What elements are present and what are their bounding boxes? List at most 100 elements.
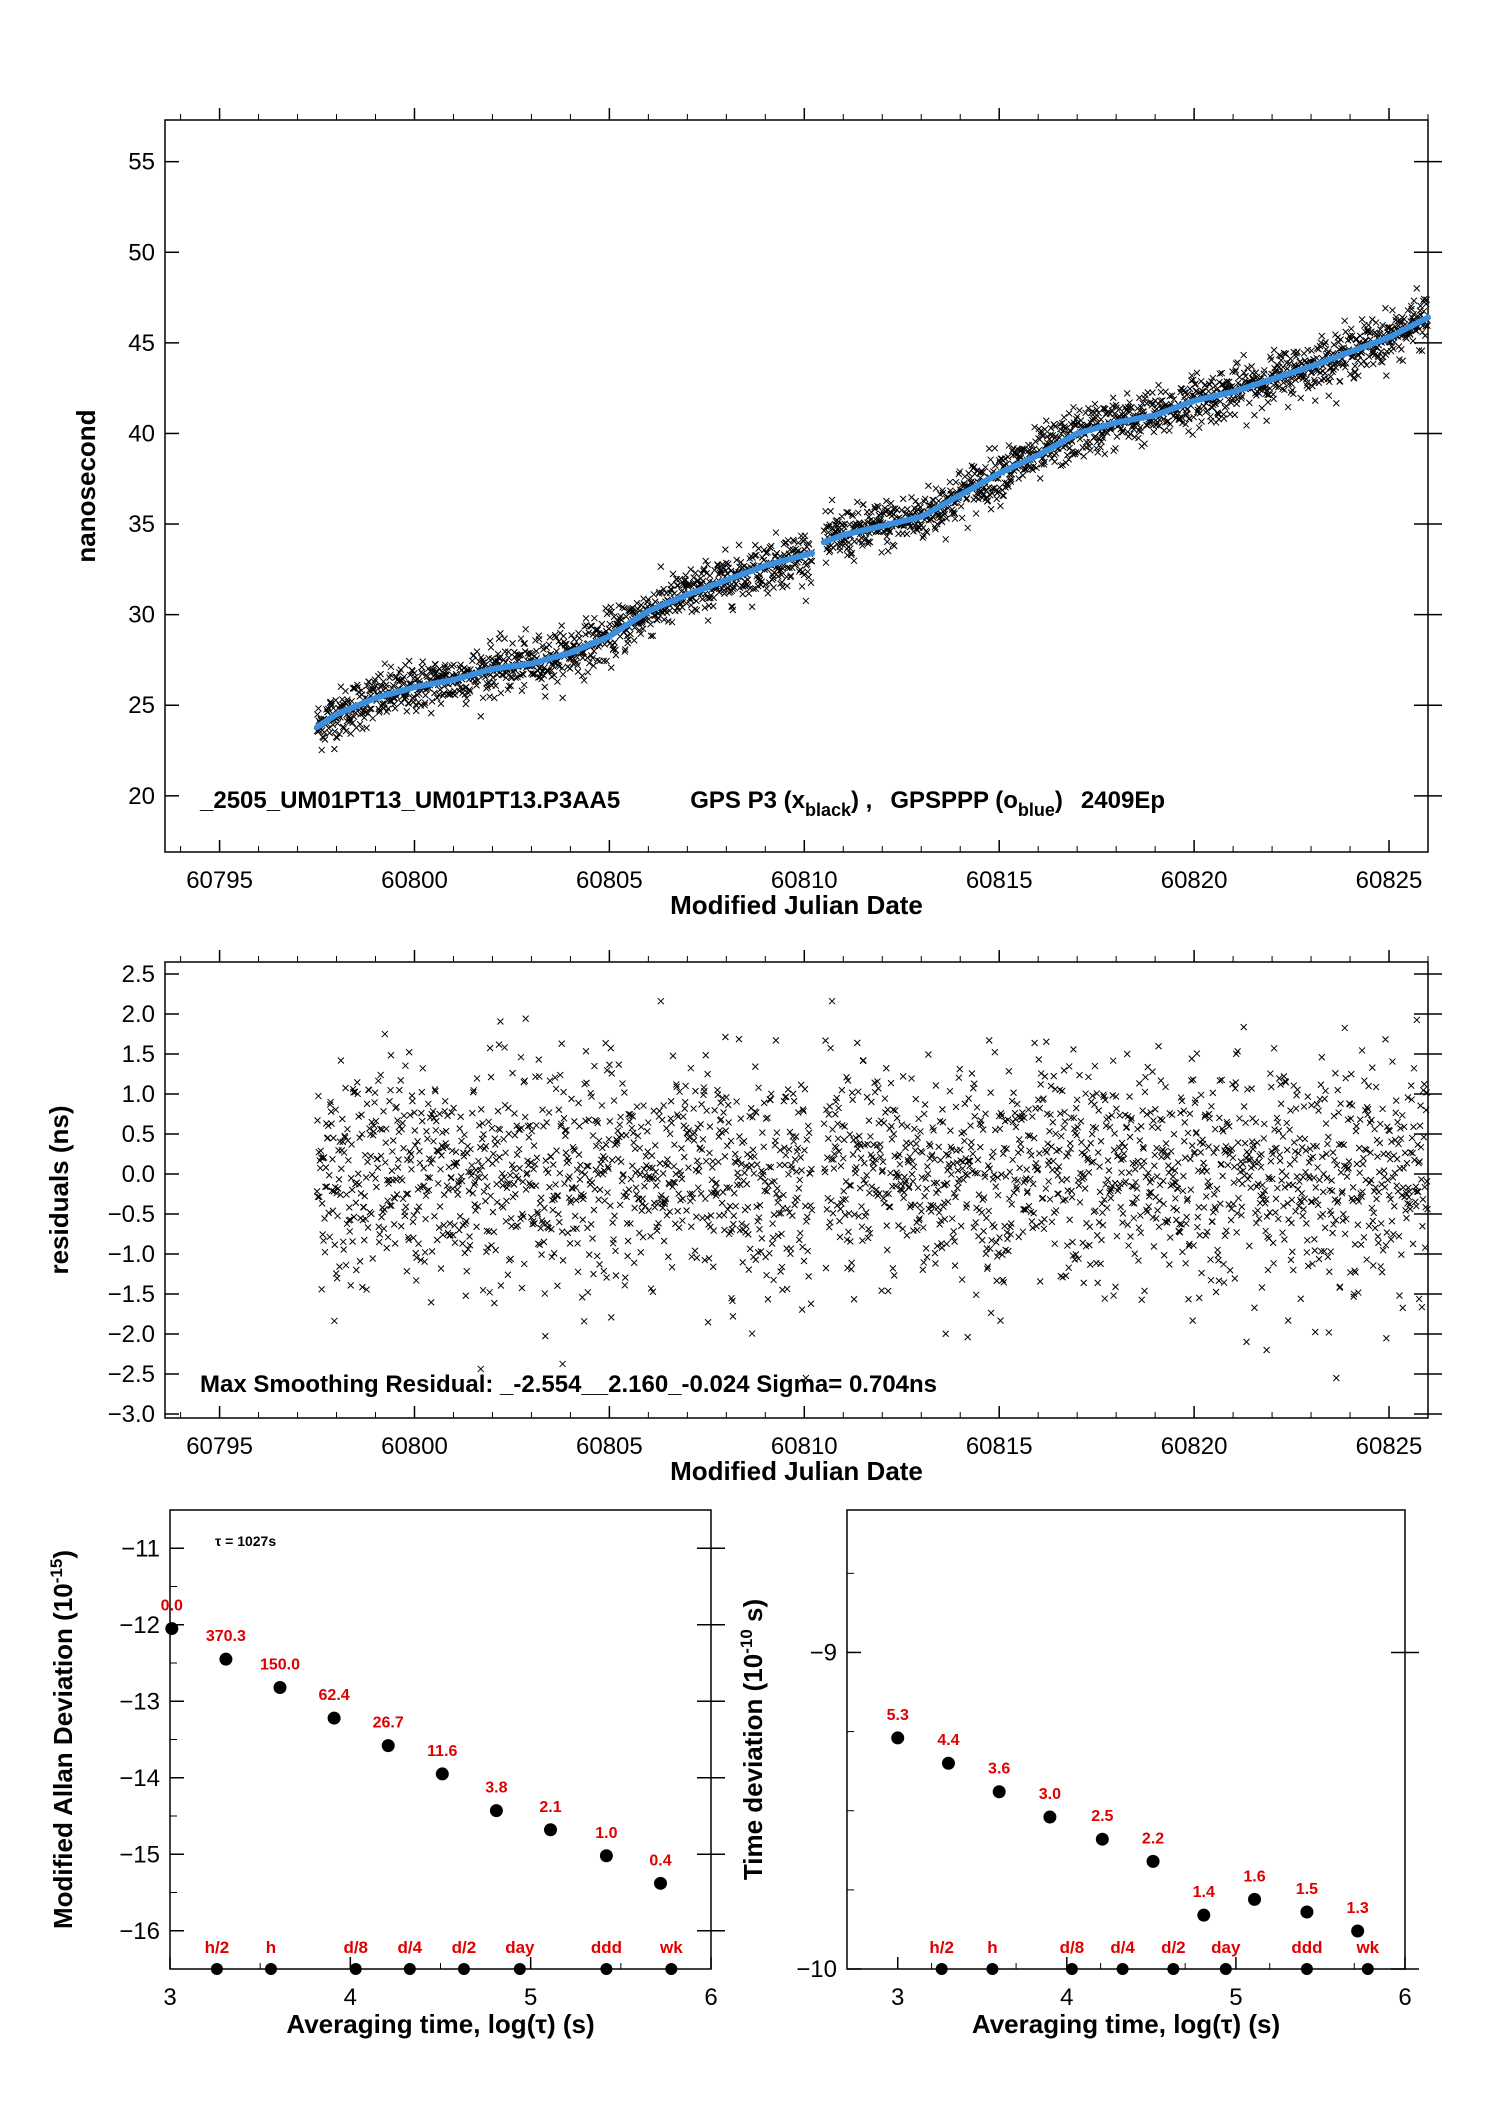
- gps-p3-point: [1218, 369, 1226, 377]
- residual-point: [1020, 1114, 1028, 1122]
- gps-p3-point: [574, 662, 581, 669]
- residual-point: [522, 1015, 530, 1022]
- residual-point: [849, 1151, 857, 1159]
- residual-point: [1380, 1167, 1388, 1175]
- gps-p3-point: [330, 704, 337, 712]
- residual-point: [674, 1207, 682, 1215]
- gps-p3-point: [808, 557, 816, 565]
- residual-point: [1321, 1095, 1328, 1103]
- residual-point: [643, 1127, 651, 1135]
- residual-point: [624, 1252, 631, 1260]
- gps-p3-point: [1383, 372, 1390, 379]
- residual-point: [859, 1237, 866, 1244]
- residual-point: [777, 1268, 784, 1275]
- gps-p3-point: [580, 676, 588, 684]
- gps-p3-point: [369, 714, 377, 722]
- residual-point: [1009, 1156, 1016, 1164]
- residual-point: [803, 1136, 811, 1143]
- residual-point: [1412, 1198, 1419, 1206]
- annotation-part: GPS P3 (x: [690, 787, 805, 814]
- gps-p3-point: [484, 683, 492, 691]
- residual-point: [560, 1088, 567, 1096]
- annotation-part: _2505_UM01PT13_UM01PT13.P3AA5: [199, 787, 620, 814]
- residual-point: [671, 1141, 678, 1149]
- gps-p3-point: [1267, 356, 1275, 363]
- gps-p3-point: [1040, 431, 1047, 439]
- residual-point: [1113, 1105, 1120, 1113]
- gps-p3-point: [1126, 399, 1133, 406]
- gps-p3-point: [1412, 327, 1420, 335]
- residual-point: [630, 1259, 638, 1267]
- residual-point: [497, 1282, 505, 1289]
- gps-p3-point: [534, 674, 542, 681]
- residual-point: [1361, 1077, 1368, 1085]
- gps-p3-point: [919, 534, 927, 541]
- residual-point: [854, 1088, 862, 1096]
- gps-p3-point: [512, 674, 520, 682]
- gps-p3-point: [487, 644, 495, 651]
- residual-point: [1183, 1213, 1190, 1221]
- gps-p3-point: [725, 564, 733, 572]
- y-tick-label: 45: [128, 330, 155, 357]
- residual-point: [352, 1199, 360, 1207]
- gps-p3-point: [1397, 346, 1405, 353]
- residual-point: [801, 1146, 808, 1154]
- gps-p3-point: [1266, 385, 1274, 392]
- residual-point: [1419, 1222, 1426, 1230]
- residual-point: [688, 1253, 696, 1261]
- residual-point: [411, 1141, 419, 1149]
- gps-p3-point: [412, 707, 420, 715]
- residual-point: [1319, 1210, 1327, 1218]
- residual-point: [1155, 1042, 1162, 1050]
- residual-point: [1238, 1203, 1246, 1211]
- gps-p3-point: [538, 675, 545, 683]
- residual-point: [697, 1190, 705, 1197]
- residual-point: [855, 1132, 863, 1140]
- residual-point: [1272, 1195, 1280, 1203]
- gps-p3-point: [1100, 405, 1108, 412]
- gps-p3-point: [718, 569, 726, 576]
- residual-point: [1060, 1067, 1068, 1074]
- y-tick-label: −14: [119, 1765, 160, 1792]
- gps-p3-point: [593, 656, 601, 664]
- residual-point: [360, 1236, 368, 1244]
- residual-point: [986, 1245, 994, 1253]
- residual-point: [1289, 1181, 1297, 1189]
- residual-point: [334, 1185, 342, 1192]
- residual-point: [1308, 1101, 1315, 1109]
- residual-point: [598, 1102, 606, 1109]
- gps-p3-point: [1051, 423, 1059, 430]
- residual-point: [632, 1184, 640, 1192]
- residual-point: [1230, 1200, 1237, 1208]
- residual-point: [722, 1093, 730, 1101]
- residual-point: [370, 1122, 378, 1130]
- residual-point: [1105, 1114, 1112, 1121]
- residual-point: [1048, 1143, 1055, 1151]
- residual-point: [644, 1119, 652, 1126]
- gps-p3-point: [912, 497, 920, 505]
- residual-point: [530, 1142, 538, 1150]
- residual-point: [1231, 1275, 1239, 1282]
- x-tick-label: 60815: [966, 1433, 1033, 1460]
- gps-p3-point: [825, 523, 833, 531]
- residual-point: [494, 1107, 502, 1115]
- residual-point: [1312, 1184, 1320, 1191]
- gps-p3-point: [715, 571, 723, 578]
- residual-point: [621, 1281, 629, 1289]
- residual-point: [1394, 1118, 1401, 1126]
- residual-point: [377, 1071, 384, 1079]
- residual-point: [573, 1225, 580, 1232]
- gps-p3-point: [492, 682, 500, 690]
- residual-point: [908, 1075, 915, 1082]
- gps-p3-point: [645, 615, 653, 623]
- gps-p3-point: [418, 663, 426, 671]
- residual-point: [512, 1223, 520, 1231]
- residual-point: [827, 1197, 835, 1205]
- residual-point: [452, 1148, 460, 1156]
- residual-point: [772, 1137, 779, 1145]
- gps-p3-point: [424, 673, 431, 681]
- residual-point: [356, 1134, 363, 1142]
- residual-point: [1356, 1116, 1364, 1124]
- residual-point: [1215, 1256, 1222, 1264]
- gps-p3-point: [923, 529, 931, 536]
